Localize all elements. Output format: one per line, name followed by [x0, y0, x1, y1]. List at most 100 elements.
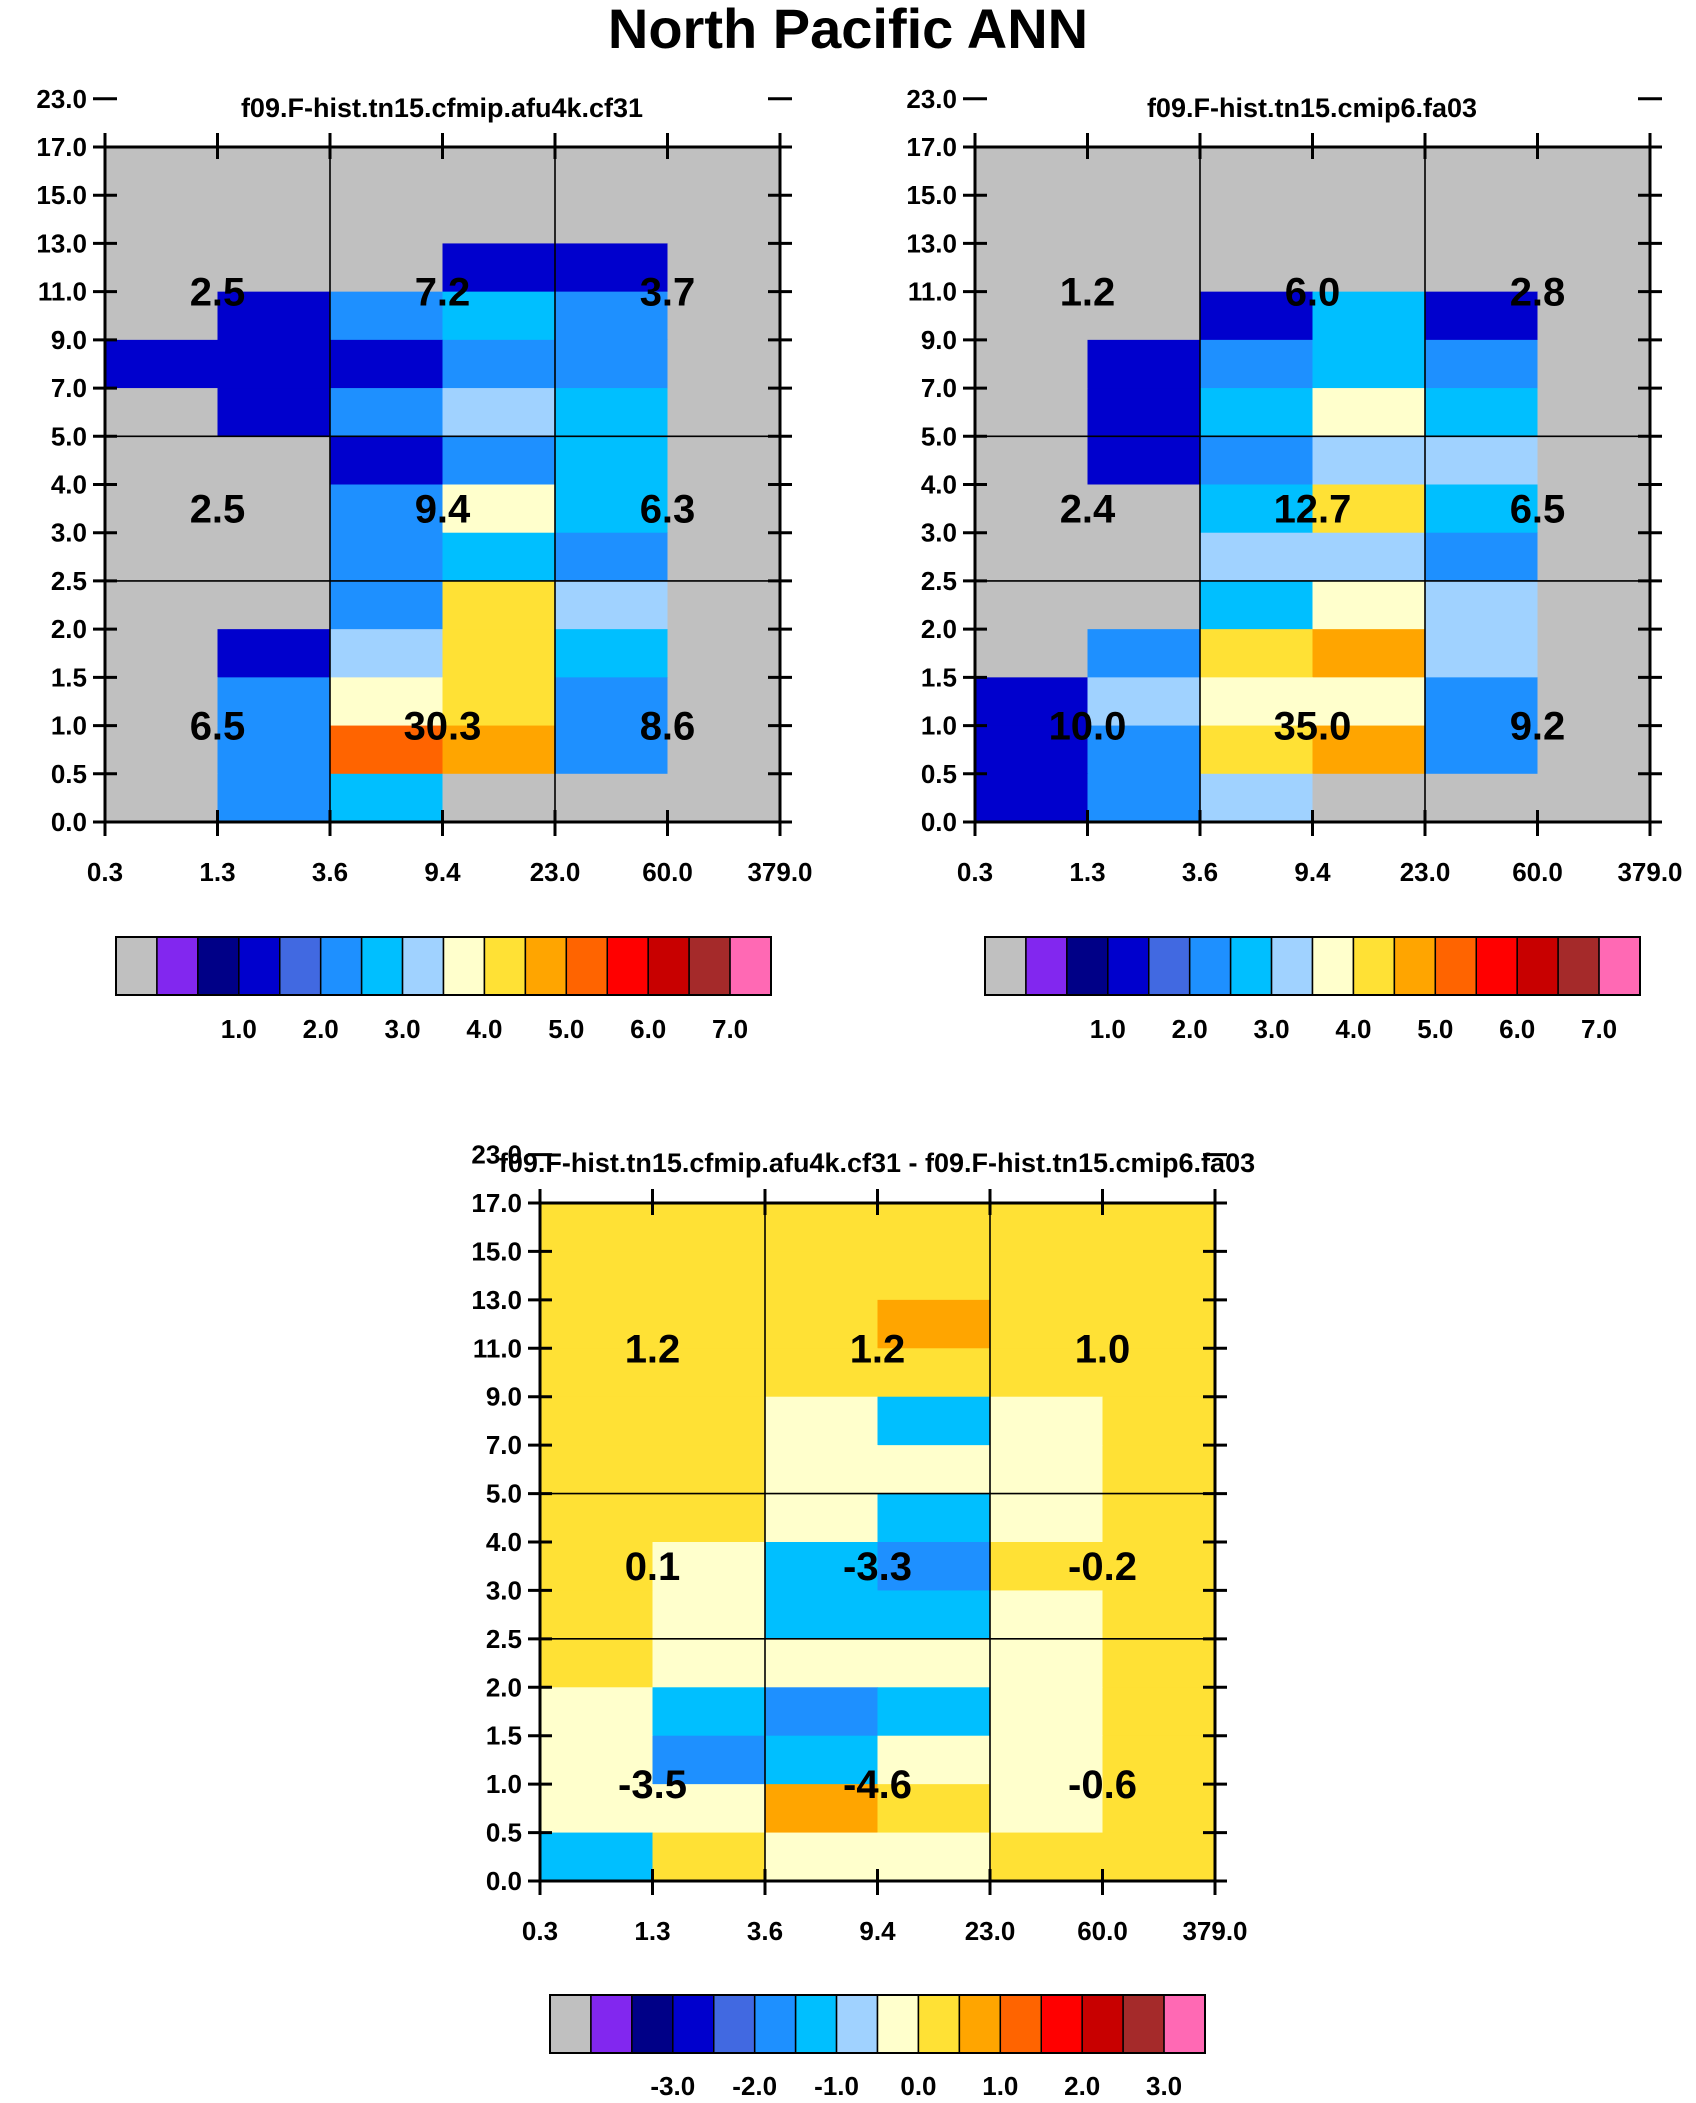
heatmap-cell: [555, 195, 669, 245]
colorbar-swatch: [1270, 936, 1314, 996]
heatmap-cell: [1102, 1638, 1216, 1688]
heatmap-cell: [1425, 484, 1539, 534]
heatmap-cell: [442, 243, 556, 293]
x-tick-label: 9.4: [1294, 857, 1331, 887]
colorbar-swatch: [319, 936, 363, 996]
heatmap-cell: [1312, 773, 1426, 823]
heatmap-cell: [555, 629, 669, 678]
y-tick-label: 4.0: [486, 1527, 522, 1557]
colorbar-frame: [115, 936, 772, 996]
y-tick-label: 11.0: [908, 277, 957, 307]
heatmap-cell: [217, 195, 331, 245]
x-tick-label: 23.0: [965, 1916, 1016, 1946]
heatmap-cell: [877, 1590, 991, 1640]
heatmap-cell: [975, 147, 1089, 196]
summary-value: 0.1: [625, 1545, 681, 1589]
heatmap-cell: [217, 147, 331, 196]
heatmap-cell: [877, 1348, 991, 1398]
colorbar-swatch: [688, 936, 731, 996]
heatmap-cell: [1102, 1445, 1216, 1495]
heatmap-cell: [975, 339, 1089, 389]
heatmap-cell: [667, 195, 781, 245]
colorbar-swatch: [672, 1994, 715, 2054]
colorbar-swatch: [524, 936, 568, 996]
heatmap-cell: [1087, 436, 1201, 486]
heatmap-cell: [765, 1687, 879, 1737]
heatmap-cell: [330, 195, 444, 245]
x-tick-label: 0.3: [957, 857, 993, 887]
heatmap-cell: [540, 1590, 654, 1640]
heatmap-cell: [330, 629, 444, 678]
y-tick-label: 9.0: [486, 1382, 522, 1412]
y-tick-label: 1.0: [51, 711, 87, 741]
heatmap-cell: [105, 725, 219, 775]
x-tick-label: 60.0: [642, 857, 693, 887]
heatmap-cell: [765, 1590, 879, 1640]
summary-value: -3.3: [843, 1545, 912, 1589]
colorbar-swatch: [917, 1994, 961, 2054]
x-tick-label: 379.0: [1617, 857, 1682, 887]
colorbar-swatch: [360, 936, 404, 996]
colorbar-swatch: [876, 1994, 920, 2054]
heatmap-cell: [667, 436, 781, 486]
heatmap-cell: [555, 436, 669, 486]
heatmap-cell: [1312, 388, 1426, 437]
heatmap-cell: [667, 147, 781, 196]
heatmap-cell: [1312, 436, 1426, 486]
colorbar-swatch: [1352, 936, 1396, 996]
heatmap-cell: [990, 1590, 1104, 1640]
heatmap-cell: [330, 243, 444, 293]
y-tick-label: 11.0: [38, 277, 87, 307]
heatmap-cell: [765, 1832, 879, 1882]
colorbar-swatch: [713, 1994, 756, 2054]
heatmap-cell: [652, 1542, 766, 1592]
heatmap-cell: [442, 436, 556, 486]
y-tick-label: 7.0: [51, 373, 87, 403]
colorbar-swatch: [794, 1994, 838, 2054]
heatmap-cell: [1425, 532, 1539, 582]
heatmap-cell: [1102, 1784, 1216, 1834]
colorbar-swatch: [1475, 936, 1518, 996]
y-tick-label: 15.0: [906, 180, 957, 210]
heatmap-cell: [877, 1445, 991, 1495]
heatmap-cell: [1087, 677, 1201, 727]
heatmap-cell: [877, 1251, 991, 1301]
heatmap-cell: [1087, 773, 1201, 823]
heatmap-cell: [1087, 388, 1201, 437]
y-tick-label: 4.0: [921, 470, 957, 500]
heatmap-cell: [555, 773, 669, 823]
heatmap-cell: [975, 291, 1089, 341]
heatmap-cell: [1312, 725, 1426, 775]
y-tick-label: 3.0: [486, 1575, 522, 1605]
summary-value: 6.3: [640, 488, 696, 532]
heatmap-cell: [1312, 339, 1426, 389]
colorbar-swatch: [984, 936, 1027, 996]
heatmap-cell: [1200, 436, 1314, 486]
heatmap-cell: [105, 291, 219, 341]
heatmap-cell: [765, 1735, 879, 1785]
y-tick-label: 0.5: [51, 759, 87, 789]
heatmap-cell: [105, 195, 219, 245]
y-tick-label: 13.0: [471, 1285, 522, 1315]
colorbar-frame: [549, 1994, 1206, 2054]
panels: f09.F-hist.tn15.cfmip.afu4k.cf31 0.0 0.5 1.…: [36, 84, 1682, 2101]
heatmap-cell: [1425, 725, 1539, 775]
heatmap-cell: [217, 629, 331, 678]
heatmap-cell: [765, 1348, 879, 1398]
panel-title: f09.F-hist.tn15.cfmip.afu4k.cf31: [241, 93, 643, 123]
x-tick-label: 9.4: [424, 857, 461, 887]
colorbar-swatch: [401, 936, 445, 996]
x-tick-label: 3.6: [312, 857, 348, 887]
heatmap-cell: [330, 725, 444, 775]
colorbar-label: 4.0: [466, 1014, 502, 1044]
y-tick-label: 9.0: [921, 325, 957, 355]
heatmap-cell: [105, 147, 219, 196]
y-tick-label: 1.0: [921, 711, 957, 741]
colorbar-label: 2.0: [1064, 2071, 1100, 2101]
heatmap-cell: [1537, 773, 1651, 823]
heatmap-cell: [765, 1251, 879, 1301]
colorbar-swatch: [753, 1994, 797, 2054]
colorbar-swatch: [442, 936, 486, 996]
heatmap-cell: [667, 580, 781, 630]
heatmap-cell: [765, 1784, 879, 1834]
